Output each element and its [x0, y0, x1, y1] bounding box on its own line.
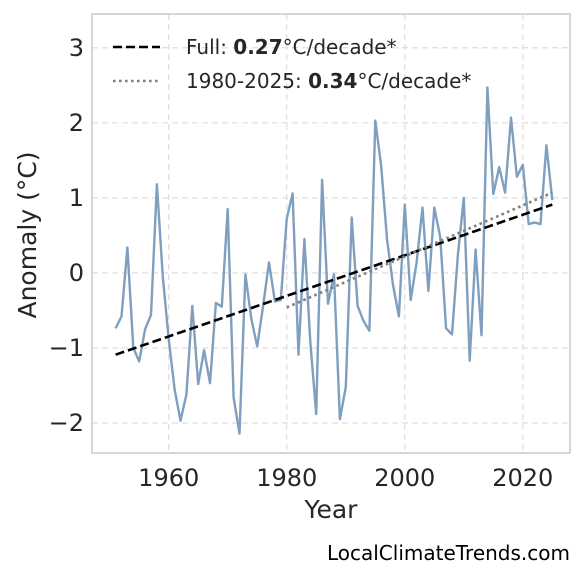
full-trend-line — [115, 203, 553, 356]
grid — [92, 14, 570, 453]
x-tick-label: 1960 — [138, 464, 199, 492]
legend-full-suffix: °C/decade* — [283, 35, 397, 59]
x-tick-label: 2020 — [492, 464, 553, 492]
y-tick-label: 3 — [69, 34, 84, 62]
anomaly-series-line — [114, 86, 554, 435]
data-layer — [114, 86, 554, 435]
legend-full-rate: 0.27 — [233, 35, 282, 59]
y-tick-label: 2 — [69, 109, 84, 137]
tick-labels: 1960 1980 2000 2020 −2 −1 0 1 2 3 — [49, 34, 554, 492]
recent-trend-line — [286, 191, 553, 309]
legend-recent-suffix: °C/decade* — [357, 69, 471, 93]
x-axis-title: Year — [304, 495, 359, 524]
y-tick-label: 1 — [69, 184, 84, 212]
site-credit: LocalClimateTrends.com — [327, 541, 570, 565]
plot-frame — [91, 13, 571, 454]
x-tick-label: 1980 — [256, 464, 317, 492]
y-tick-label: 0 — [69, 259, 84, 287]
legend: Full: 0.27°C/decade* 1980-2025: 0.34°C/d… — [113, 35, 471, 93]
y-axis-title: Anomaly (°C) — [13, 151, 42, 318]
y-tick-label: −1 — [49, 334, 84, 362]
x-tick-label: 2000 — [374, 464, 435, 492]
legend-recent-rate: 0.34 — [308, 69, 357, 93]
legend-label-full-trend: Full: 0.27°C/decade* — [186, 35, 397, 59]
legend-full-prefix: Full: — [186, 35, 233, 59]
legend-label-recent-trend: 1980-2025: 0.34°C/decade* — [186, 69, 471, 93]
legend-recent-prefix: 1980-2025: — [186, 69, 308, 93]
y-tick-label: −2 — [49, 409, 84, 437]
